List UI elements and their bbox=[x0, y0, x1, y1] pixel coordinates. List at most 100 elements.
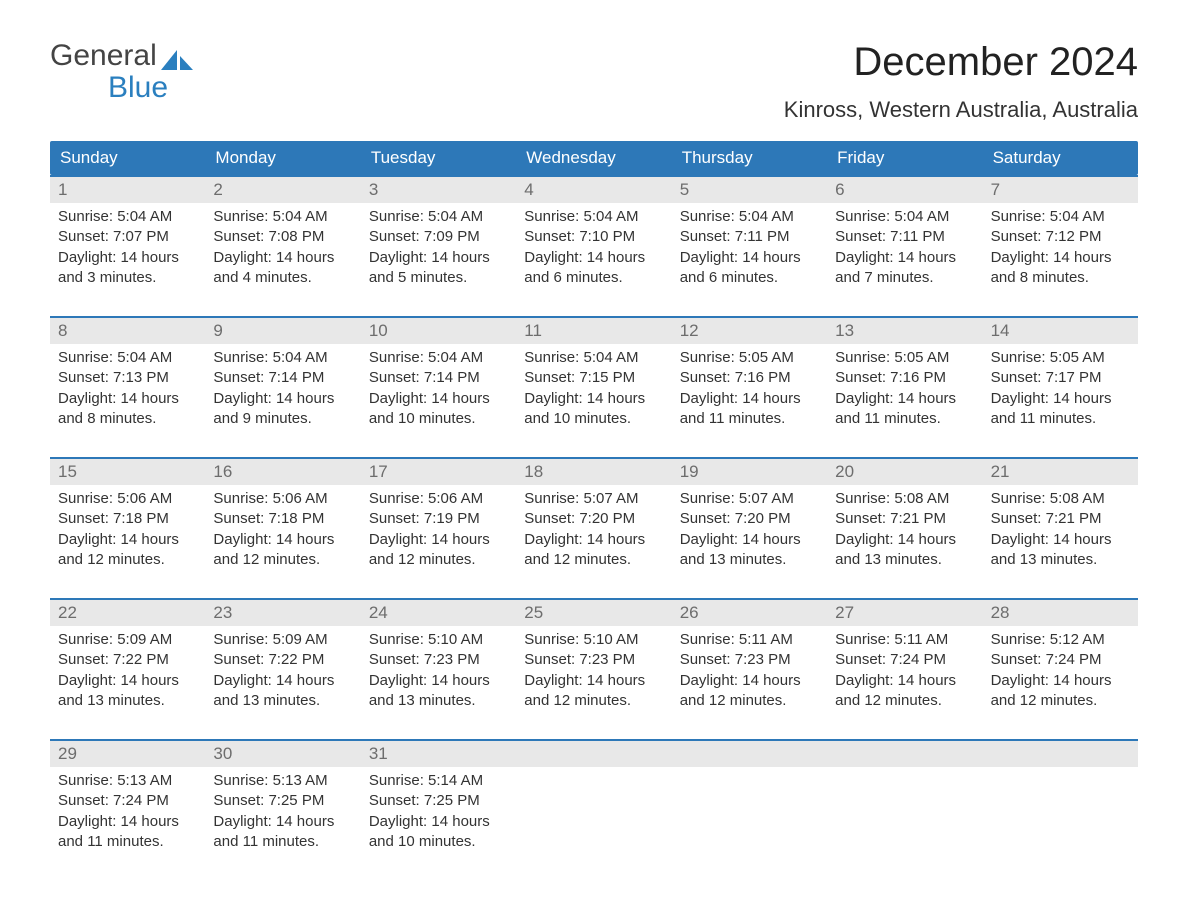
daylight-line: Daylight: 14 hours and 11 minutes. bbox=[835, 389, 974, 430]
week-row: 29Sunrise: 5:13 AMSunset: 7:24 PMDayligh… bbox=[50, 739, 1138, 862]
day-cell: 26Sunrise: 5:11 AMSunset: 7:23 PMDayligh… bbox=[672, 600, 827, 721]
day-cell: 16Sunrise: 5:06 AMSunset: 7:18 PMDayligh… bbox=[205, 459, 360, 580]
weekday-sunday: Sunday bbox=[50, 141, 205, 175]
day-cell: 12Sunrise: 5:05 AMSunset: 7:16 PMDayligh… bbox=[672, 318, 827, 439]
sunset-line: Sunset: 7:25 PM bbox=[369, 791, 508, 811]
day-cell: 23Sunrise: 5:09 AMSunset: 7:22 PMDayligh… bbox=[205, 600, 360, 721]
weekday-wednesday: Wednesday bbox=[516, 141, 671, 175]
sunset-line: Sunset: 7:10 PM bbox=[524, 227, 663, 247]
day-cell: 1Sunrise: 5:04 AMSunset: 7:07 PMDaylight… bbox=[50, 177, 205, 298]
sunrise-line: Sunrise: 5:04 AM bbox=[58, 348, 197, 368]
day-body: Sunrise: 5:04 AMSunset: 7:09 PMDaylight:… bbox=[361, 203, 516, 298]
daylight-line: Daylight: 14 hours and 12 minutes. bbox=[524, 530, 663, 571]
day-cell: 18Sunrise: 5:07 AMSunset: 7:20 PMDayligh… bbox=[516, 459, 671, 580]
day-body bbox=[672, 767, 827, 827]
day-number: 22 bbox=[50, 600, 205, 626]
sunrise-line: Sunrise: 5:04 AM bbox=[58, 207, 197, 227]
day-number: 3 bbox=[361, 177, 516, 203]
day-cell: 11Sunrise: 5:04 AMSunset: 7:15 PMDayligh… bbox=[516, 318, 671, 439]
day-body: Sunrise: 5:05 AMSunset: 7:17 PMDaylight:… bbox=[983, 344, 1138, 439]
day-body: Sunrise: 5:11 AMSunset: 7:23 PMDaylight:… bbox=[672, 626, 827, 721]
sunrise-line: Sunrise: 5:05 AM bbox=[680, 348, 819, 368]
day-body: Sunrise: 5:12 AMSunset: 7:24 PMDaylight:… bbox=[983, 626, 1138, 721]
daylight-line: Daylight: 14 hours and 4 minutes. bbox=[213, 248, 352, 289]
sunset-line: Sunset: 7:11 PM bbox=[835, 227, 974, 247]
sunset-line: Sunset: 7:16 PM bbox=[835, 368, 974, 388]
title-block: December 2024 Kinross, Western Australia… bbox=[784, 40, 1138, 123]
daylight-line: Daylight: 14 hours and 13 minutes. bbox=[58, 671, 197, 712]
day-cell: 13Sunrise: 5:05 AMSunset: 7:16 PMDayligh… bbox=[827, 318, 982, 439]
day-number: 4 bbox=[516, 177, 671, 203]
sunrise-line: Sunrise: 5:04 AM bbox=[213, 348, 352, 368]
month-title: December 2024 bbox=[784, 40, 1138, 85]
sunset-line: Sunset: 7:20 PM bbox=[524, 509, 663, 529]
day-number: 2 bbox=[205, 177, 360, 203]
day-body: Sunrise: 5:05 AMSunset: 7:16 PMDaylight:… bbox=[827, 344, 982, 439]
sunset-line: Sunset: 7:24 PM bbox=[58, 791, 197, 811]
day-body: Sunrise: 5:13 AMSunset: 7:25 PMDaylight:… bbox=[205, 767, 360, 862]
sunrise-line: Sunrise: 5:08 AM bbox=[835, 489, 974, 509]
day-cell bbox=[983, 741, 1138, 862]
day-number: 14 bbox=[983, 318, 1138, 344]
day-cell: 15Sunrise: 5:06 AMSunset: 7:18 PMDayligh… bbox=[50, 459, 205, 580]
day-body: Sunrise: 5:04 AMSunset: 7:13 PMDaylight:… bbox=[50, 344, 205, 439]
sunset-line: Sunset: 7:14 PM bbox=[213, 368, 352, 388]
daylight-line: Daylight: 14 hours and 11 minutes. bbox=[58, 812, 197, 853]
day-number: 27 bbox=[827, 600, 982, 626]
day-cell: 27Sunrise: 5:11 AMSunset: 7:24 PMDayligh… bbox=[827, 600, 982, 721]
sunset-line: Sunset: 7:22 PM bbox=[58, 650, 197, 670]
day-cell: 14Sunrise: 5:05 AMSunset: 7:17 PMDayligh… bbox=[983, 318, 1138, 439]
week-row: 22Sunrise: 5:09 AMSunset: 7:22 PMDayligh… bbox=[50, 598, 1138, 721]
sunset-line: Sunset: 7:21 PM bbox=[835, 509, 974, 529]
day-cell: 22Sunrise: 5:09 AMSunset: 7:22 PMDayligh… bbox=[50, 600, 205, 721]
sunset-line: Sunset: 7:18 PM bbox=[213, 509, 352, 529]
day-body bbox=[827, 767, 982, 827]
daylight-line: Daylight: 14 hours and 10 minutes. bbox=[369, 812, 508, 853]
sunset-line: Sunset: 7:25 PM bbox=[213, 791, 352, 811]
day-cell bbox=[827, 741, 982, 862]
sunrise-line: Sunrise: 5:11 AM bbox=[835, 630, 974, 650]
day-number bbox=[516, 741, 671, 767]
day-body: Sunrise: 5:04 AMSunset: 7:11 PMDaylight:… bbox=[672, 203, 827, 298]
day-number: 21 bbox=[983, 459, 1138, 485]
day-body: Sunrise: 5:06 AMSunset: 7:18 PMDaylight:… bbox=[205, 485, 360, 580]
day-cell: 9Sunrise: 5:04 AMSunset: 7:14 PMDaylight… bbox=[205, 318, 360, 439]
sunset-line: Sunset: 7:21 PM bbox=[991, 509, 1130, 529]
day-number: 6 bbox=[827, 177, 982, 203]
daylight-line: Daylight: 14 hours and 11 minutes. bbox=[680, 389, 819, 430]
sunrise-line: Sunrise: 5:12 AM bbox=[991, 630, 1130, 650]
daylight-line: Daylight: 14 hours and 13 minutes. bbox=[369, 671, 508, 712]
weeks-container: 1Sunrise: 5:04 AMSunset: 7:07 PMDaylight… bbox=[50, 175, 1138, 862]
day-cell bbox=[516, 741, 671, 862]
sunrise-line: Sunrise: 5:13 AM bbox=[58, 771, 197, 791]
day-number: 20 bbox=[827, 459, 982, 485]
sunrise-line: Sunrise: 5:10 AM bbox=[524, 630, 663, 650]
day-number: 31 bbox=[361, 741, 516, 767]
day-cell: 6Sunrise: 5:04 AMSunset: 7:11 PMDaylight… bbox=[827, 177, 982, 298]
day-number: 16 bbox=[205, 459, 360, 485]
sunrise-line: Sunrise: 5:04 AM bbox=[369, 207, 508, 227]
daylight-line: Daylight: 14 hours and 8 minutes. bbox=[58, 389, 197, 430]
sunrise-line: Sunrise: 5:05 AM bbox=[991, 348, 1130, 368]
day-body: Sunrise: 5:09 AMSunset: 7:22 PMDaylight:… bbox=[50, 626, 205, 721]
weekday-monday: Monday bbox=[205, 141, 360, 175]
day-body: Sunrise: 5:04 AMSunset: 7:12 PMDaylight:… bbox=[983, 203, 1138, 298]
day-cell: 17Sunrise: 5:06 AMSunset: 7:19 PMDayligh… bbox=[361, 459, 516, 580]
daylight-line: Daylight: 14 hours and 13 minutes. bbox=[213, 671, 352, 712]
day-number: 11 bbox=[516, 318, 671, 344]
day-cell: 25Sunrise: 5:10 AMSunset: 7:23 PMDayligh… bbox=[516, 600, 671, 721]
day-body: Sunrise: 5:04 AMSunset: 7:08 PMDaylight:… bbox=[205, 203, 360, 298]
sunrise-line: Sunrise: 5:06 AM bbox=[369, 489, 508, 509]
day-number: 8 bbox=[50, 318, 205, 344]
sunset-line: Sunset: 7:24 PM bbox=[991, 650, 1130, 670]
day-cell: 29Sunrise: 5:13 AMSunset: 7:24 PMDayligh… bbox=[50, 741, 205, 862]
day-number bbox=[827, 741, 982, 767]
day-number bbox=[983, 741, 1138, 767]
day-body bbox=[983, 767, 1138, 827]
day-body: Sunrise: 5:11 AMSunset: 7:24 PMDaylight:… bbox=[827, 626, 982, 721]
day-number: 13 bbox=[827, 318, 982, 344]
sunrise-line: Sunrise: 5:05 AM bbox=[835, 348, 974, 368]
daylight-line: Daylight: 14 hours and 13 minutes. bbox=[991, 530, 1130, 571]
day-body: Sunrise: 5:08 AMSunset: 7:21 PMDaylight:… bbox=[983, 485, 1138, 580]
day-number: 7 bbox=[983, 177, 1138, 203]
